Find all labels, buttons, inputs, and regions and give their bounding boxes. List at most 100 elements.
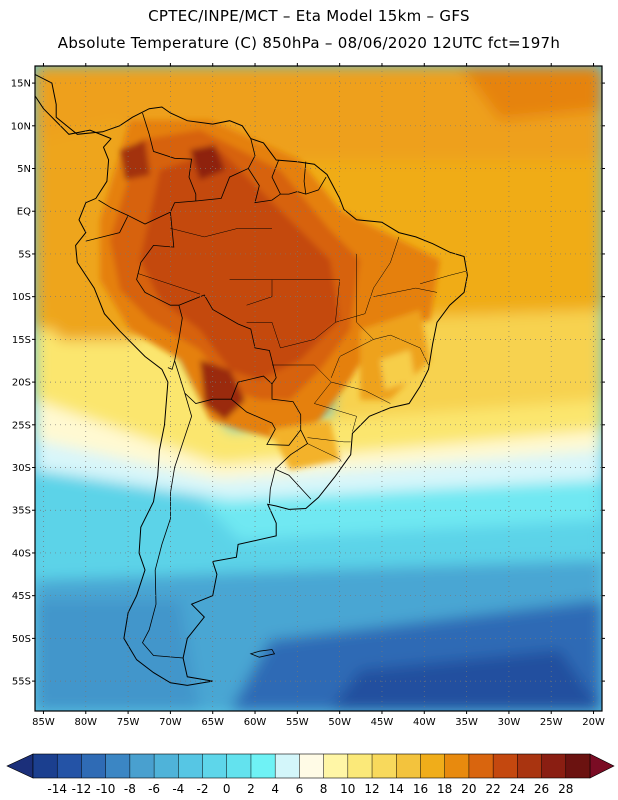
lon-tick-label: 35W — [455, 717, 478, 728]
country-border — [195, 138, 256, 202]
country-border — [275, 468, 312, 500]
colorbar-label: 22 — [485, 782, 500, 796]
colorbar-swatch — [347, 754, 373, 778]
colorbar-swatch — [275, 754, 300, 778]
lon-tick-label: 60W — [244, 717, 267, 728]
colorbar-label: 26 — [534, 782, 549, 796]
colorbar-swatch — [444, 754, 470, 778]
colorbar-label: 6 — [296, 782, 304, 796]
lat-tick-label: 35S — [12, 506, 31, 517]
lon-tick-label: 25W — [540, 717, 563, 728]
map-frame — [34, 65, 603, 712]
colorbar-swatch — [178, 754, 203, 778]
colorbar-label: 12 — [364, 782, 379, 796]
colorbar-label: -10 — [96, 782, 116, 796]
lat-tick-label: 10N — [11, 121, 31, 132]
country-border — [167, 305, 183, 370]
state-border — [314, 403, 357, 432]
colorbar-swatch — [565, 754, 591, 778]
colorbar-low-arrow — [6, 753, 34, 779]
colorbar-label: -6 — [148, 782, 160, 796]
colorbar-swatch — [154, 754, 179, 778]
lon-tick-label: 65W — [201, 717, 224, 728]
colorbar-swatch — [57, 754, 82, 778]
state-border — [335, 236, 400, 323]
colorbar-label: 28 — [558, 782, 573, 796]
state-border — [373, 287, 438, 297]
state-border — [272, 364, 332, 404]
lon-tick-label: 80W — [74, 717, 97, 728]
lat-tick-label: 5S — [18, 249, 31, 260]
temperature-field — [35, 66, 602, 711]
colorbar-swatch — [468, 754, 494, 778]
country-border — [275, 429, 309, 470]
state-border — [138, 273, 201, 295]
colorbar-label: 8 — [320, 782, 328, 796]
colorbar-label: -4 — [172, 782, 184, 796]
colorbar-swatch — [250, 754, 276, 778]
colorbar-swatch — [33, 754, 58, 778]
colorbar-label: -8 — [124, 782, 136, 796]
geography — [35, 74, 468, 686]
lat-tick-label: 15S — [12, 335, 31, 346]
country-border — [231, 398, 302, 446]
colorbar-label: -12 — [72, 782, 92, 796]
state-border — [307, 443, 342, 462]
country-border — [85, 199, 129, 242]
state-border — [420, 270, 467, 285]
colorbar-swatch — [493, 754, 518, 778]
lat-tick-label: EQ — [17, 207, 31, 218]
country-border — [174, 360, 273, 404]
colorbar-label: -14 — [47, 782, 67, 796]
longitude-axis: 85W 80W 75W 70W 65W 60W 55W 50W 45W 40W 35W 30W 25W 2… — [32, 63, 605, 728]
colorbar-label: 14 — [389, 782, 404, 796]
lon-tick-label: 40W — [413, 717, 436, 728]
colorbar-swatch — [420, 754, 445, 778]
state-border — [272, 279, 340, 323]
colorbar-high-arrow — [589, 753, 615, 779]
colorbar-frame — [32, 753, 591, 779]
colorbar-swatch — [541, 754, 567, 778]
lon-tick-label: 55W — [286, 717, 309, 728]
colorbar-swatch — [517, 754, 542, 778]
colorbar-swatch — [202, 754, 228, 778]
country-border — [178, 294, 277, 385]
header-line1: CPTEC/INPE/MCT – Eta Model 15km – GFS — [148, 7, 470, 25]
lat-tick-label: 55S — [12, 677, 31, 688]
lat-tick-label: 40S — [12, 548, 31, 559]
country-border — [269, 469, 276, 504]
country-border — [142, 112, 197, 201]
latitude-axis: 15N 10N 5N EQ 5S 10S 15S 20S 25S 30S 35S 40S 45S 50S 5… — [11, 79, 605, 688]
state-border — [307, 437, 351, 443]
colorbar-swatch — [226, 754, 252, 778]
colorbar-label: 2 — [247, 782, 255, 796]
colorbar-label: 0 — [223, 782, 231, 796]
island — [249, 649, 276, 658]
state-border — [229, 279, 273, 306]
lat-tick-label: 30S — [12, 463, 31, 474]
state-border — [331, 381, 391, 404]
country-border — [142, 393, 193, 659]
colorbar-label: 4 — [271, 782, 279, 796]
country-border — [271, 159, 281, 195]
colorbar-label: 10 — [340, 782, 355, 796]
country-border — [127, 211, 171, 225]
lat-tick-label: 15N — [11, 79, 31, 90]
colorbar-swatch — [81, 754, 106, 778]
lat-tick-label: 5N — [17, 164, 31, 175]
colorbar-label: 20 — [461, 782, 476, 796]
colorbar-label: -2 — [197, 782, 209, 796]
colorbar-swatch — [396, 754, 421, 778]
lat-tick-label: 20S — [12, 378, 31, 389]
colorbar: -14 -12 -10 -8 -6 -4 -2 0 2 4 6 8 10 12 14 16 18 20 22 24 26… — [6, 753, 615, 796]
lon-tick-label: 45W — [371, 717, 394, 728]
lon-tick-label: 70W — [159, 717, 182, 728]
lat-tick-label: 50S — [12, 634, 31, 645]
lon-tick-label: 30W — [498, 717, 521, 728]
lon-tick-label: 75W — [117, 717, 140, 728]
colorbar-swatch — [129, 754, 155, 778]
country-border — [247, 168, 327, 204]
lon-tick-label: 50W — [328, 717, 351, 728]
state-border — [170, 228, 272, 238]
